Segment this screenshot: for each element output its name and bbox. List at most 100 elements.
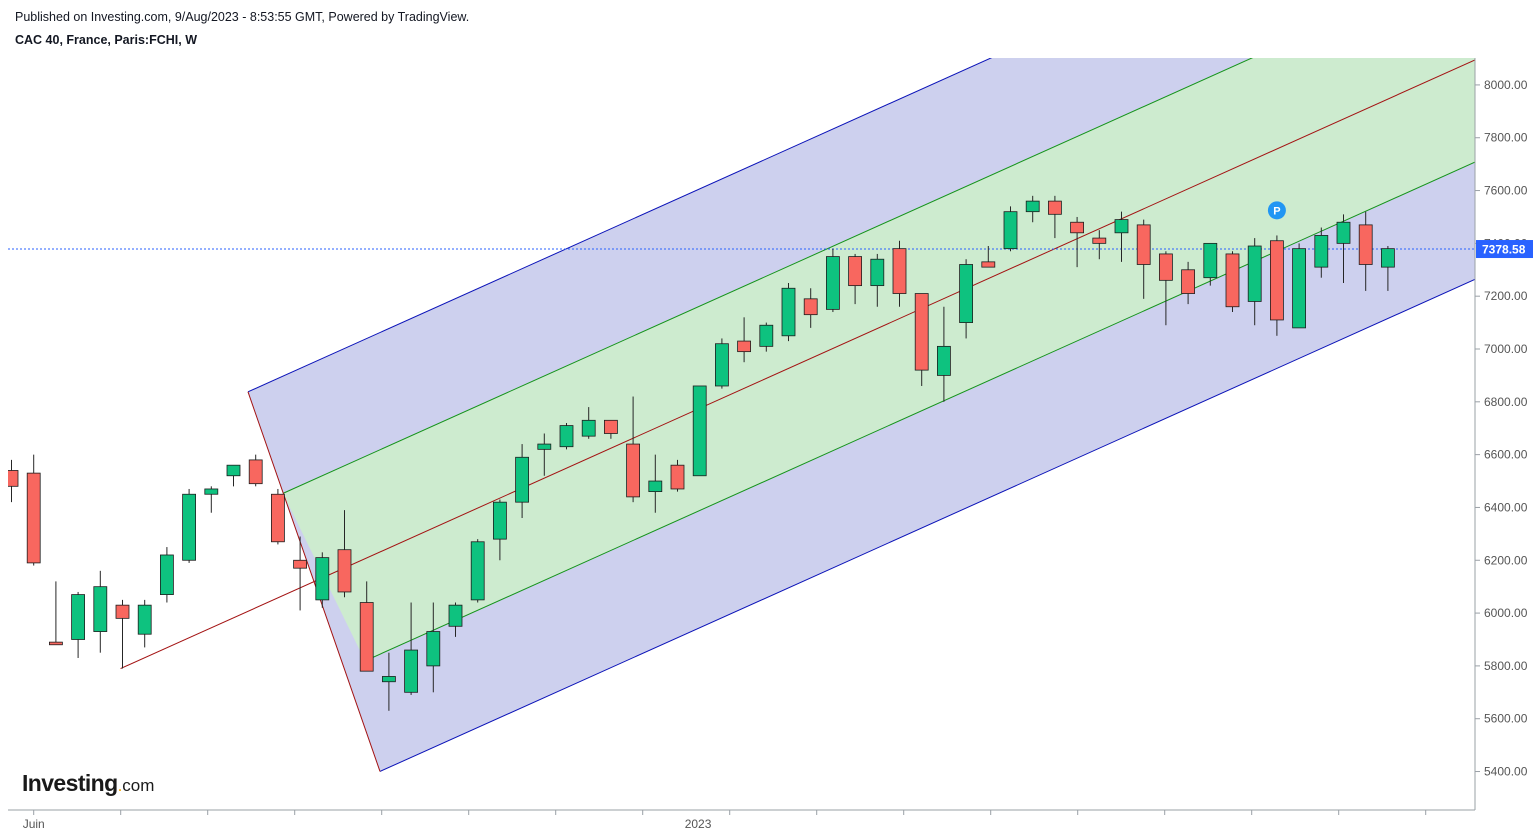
candle-body-up [537,443,552,450]
candle-body-up [159,554,174,595]
candle-body-down [293,559,308,569]
published-note: Published on Investing.com, 9/Aug/2023 -… [15,10,470,24]
candle [581,407,596,439]
candle-body-up [959,264,973,323]
upper-channel-line [247,58,993,393]
regression-channel [8,58,1475,772]
y-tick-label: 6400.00 [1484,500,1528,514]
y-tick-label: 7600.00 [1484,184,1528,198]
candle-body-down [337,549,352,593]
candle-body-down [914,293,929,371]
candle [26,454,41,566]
candle [1358,211,1373,291]
axes: 8000.007800.007600.007400.007200.007000.… [8,58,1533,831]
candle [515,444,529,519]
candle [49,581,63,646]
candle [1003,206,1018,252]
investing-logo: Investing.com [22,770,155,796]
y-tick-label: 7000.00 [1484,342,1528,356]
candle [93,570,108,653]
candle [492,499,507,561]
inner-band-fill [283,58,1475,661]
candle-body-down [1225,253,1240,308]
candle-body-up [1292,248,1306,329]
y-tick-label: 5800.00 [1484,659,1528,673]
candle [404,602,419,695]
candle-body-up [137,604,152,635]
candle [626,396,640,503]
candle-body-up [182,493,197,561]
candle [204,486,219,513]
candle [670,459,685,492]
candle-body-down [1358,224,1373,265]
candles: P [8,195,1395,711]
y-tick-label: 6000.00 [1484,606,1528,620]
y-tick-label: 5400.00 [1484,765,1528,779]
candle [559,422,574,450]
candle-body-up [937,345,951,376]
candle-body-down [892,248,907,294]
candle [248,454,263,487]
candle-body-up [204,488,219,495]
candle-body-down [1136,224,1151,265]
candle [137,599,152,648]
event-marker-label: P [1273,205,1280,217]
candle-body-up [759,324,774,347]
candle [870,253,885,307]
candle-body-up [1203,242,1218,279]
candle-body-down [270,493,285,543]
candle [1114,211,1129,262]
candle [1159,251,1173,326]
candle [803,288,818,328]
candle-body-down [848,256,862,287]
candle [315,552,330,608]
chart-header: Published on Investing.com, 9/Aug/2023 -… [15,9,469,48]
candle [1203,242,1218,286]
y-tick-label: 7200.00 [1484,289,1528,303]
candle-body-up [1314,235,1329,268]
candle-body-down [626,443,640,498]
y-tick-label: 6600.00 [1484,448,1528,462]
candle [1225,251,1240,313]
lower-inner-line [364,161,1475,662]
candle-body-down [803,298,818,316]
upper-inner-line [282,58,1254,494]
candle-body-up [404,649,419,693]
candle-body-up [426,631,441,667]
candle [959,259,973,339]
candle [781,282,796,342]
candle [426,602,441,693]
candle-body-up [715,343,729,387]
candle [337,510,352,598]
candle [470,539,485,603]
logo-brand: Investing [22,770,118,796]
candle-body-down [1092,237,1107,244]
candle [270,488,285,545]
candle [914,293,929,386]
candle-body-up [1336,221,1351,244]
candle-body-down [1270,240,1284,321]
candle [715,338,729,389]
x-tick-label: Juin [23,817,45,831]
candle-body-up [381,676,396,683]
candle [848,253,862,305]
candle [71,591,85,658]
candle [604,419,618,439]
candle-body-down [1070,221,1084,234]
candle [737,317,751,363]
candle-body-down [26,472,41,564]
candle [1292,243,1306,329]
candle-body-down [670,464,685,490]
candle [537,433,552,476]
candle [692,385,707,477]
y-tick-label: 6200.00 [1484,553,1528,567]
y-tick-label: 5600.00 [1484,712,1528,726]
candle [8,459,19,503]
candle [1136,219,1151,299]
candle-body-up [515,456,529,503]
candle-body-up [581,419,596,437]
candle-body-down [8,470,19,487]
candle-body-up [1025,200,1040,213]
candle-body-up [93,586,108,632]
